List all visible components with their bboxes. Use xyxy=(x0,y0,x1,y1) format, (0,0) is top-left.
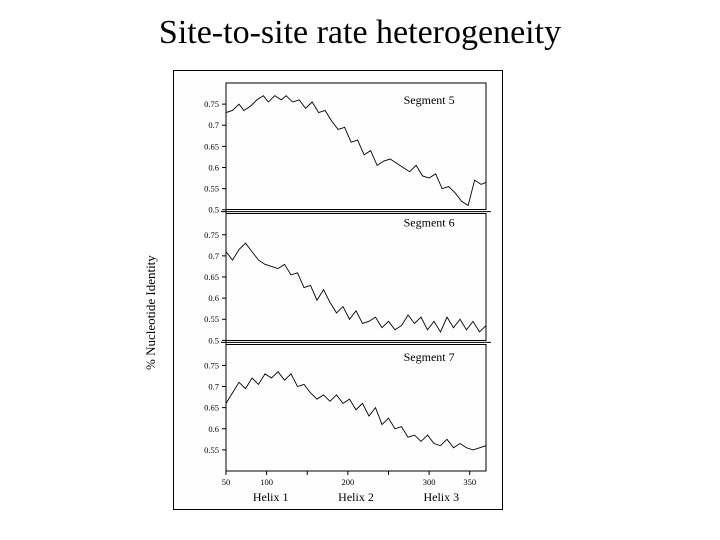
svg-text:100: 100 xyxy=(260,477,273,487)
svg-text:0.6: 0.6 xyxy=(208,293,219,303)
svg-text:Helix 3: Helix 3 xyxy=(423,490,459,504)
svg-text:0.5: 0.5 xyxy=(208,205,219,215)
svg-text:0.7: 0.7 xyxy=(208,251,219,261)
svg-text:50: 50 xyxy=(222,477,231,487)
svg-text:0.7: 0.7 xyxy=(208,120,219,130)
series-line xyxy=(226,96,486,206)
svg-text:0.75: 0.75 xyxy=(204,230,219,240)
svg-text:0.55: 0.55 xyxy=(204,184,219,194)
slide-title: Site-to-site rate heterogeneity xyxy=(0,14,720,52)
svg-text:0.6: 0.6 xyxy=(208,424,219,434)
svg-text:0.7: 0.7 xyxy=(208,382,219,392)
svg-text:0.65: 0.65 xyxy=(204,272,219,282)
panel-label: Segment 5 xyxy=(404,93,455,107)
svg-text:0.5: 0.5 xyxy=(208,335,219,345)
svg-text:0.75: 0.75 xyxy=(204,360,219,370)
svg-text:0.55: 0.55 xyxy=(204,314,219,324)
series-line xyxy=(226,243,486,332)
panel-label: Segment 6 xyxy=(404,215,455,229)
panel-label: Segment 7 xyxy=(404,350,455,364)
svg-text:Helix 1: Helix 1 xyxy=(253,490,289,504)
svg-text:0.55: 0.55 xyxy=(204,445,219,455)
svg-text:0.75: 0.75 xyxy=(204,99,219,109)
chart-container: 50 100 200 300 350 Helix 1 Helix 2 Helix 3 0.5 0.… xyxy=(173,70,503,510)
svg-text:200: 200 xyxy=(342,477,355,487)
series-line xyxy=(226,372,486,450)
svg-text:0.6: 0.6 xyxy=(208,162,219,172)
y-axis-label: % Nucleotide Identity xyxy=(143,255,159,370)
svg-text:300: 300 xyxy=(423,477,436,487)
svg-text:Helix 2: Helix 2 xyxy=(338,490,374,504)
svg-text:0.65: 0.65 xyxy=(204,141,219,151)
svg-text:0.65: 0.65 xyxy=(204,403,219,413)
chart-svg: 50 100 200 300 350 Helix 1 Helix 2 Helix 3 0.5 0.… xyxy=(174,71,504,511)
svg-text:350: 350 xyxy=(463,477,476,487)
